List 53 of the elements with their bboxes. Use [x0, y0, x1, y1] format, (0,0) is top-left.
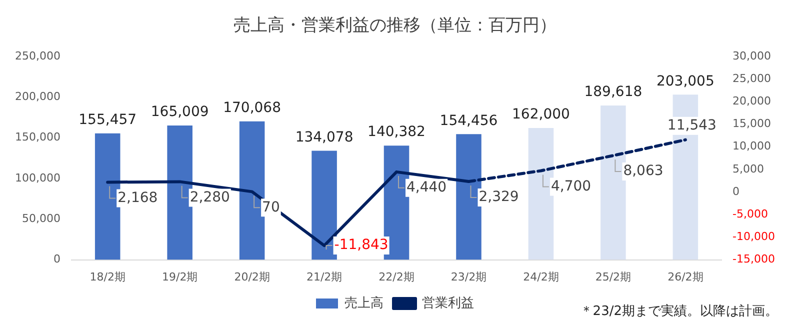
- y2-tick-label: 15,000: [732, 117, 772, 130]
- x-tick-label: 22/2期: [378, 270, 414, 284]
- chart-title: 売上高・営業利益の推移（単位：百万円）: [234, 16, 556, 36]
- x-tick-label: 19/2期: [162, 270, 198, 284]
- y2-tick-label: 5,000: [732, 162, 764, 176]
- data-label: 162,000: [512, 106, 570, 123]
- x-tick-label: 18/2期: [90, 270, 126, 284]
- y-tick-label: 100,000: [14, 171, 60, 184]
- y-tick-label: 200,000: [14, 90, 60, 103]
- data-label: 165,009: [150, 104, 209, 120]
- y2-tick-label: 0: [732, 184, 740, 198]
- data-label: 155,457: [78, 112, 137, 128]
- data-label: 203,005: [656, 73, 714, 90]
- x-tick-label: 26/2期: [668, 270, 704, 284]
- data-label: -11,843: [334, 237, 388, 254]
- y2-tick-label: 20,000: [732, 94, 772, 108]
- y-tick-label: 150,000: [14, 130, 60, 144]
- data-label: 189,618: [584, 84, 642, 100]
- legend-label: 売上高: [344, 294, 384, 311]
- data-label: 4,440: [406, 180, 447, 196]
- y-tick-label: 250,000: [14, 49, 60, 62]
- y2-tick-label: -15,000: [732, 252, 776, 266]
- x-tick-label: 21/2期: [306, 270, 342, 284]
- y2-tick-label: 10,000: [732, 140, 772, 153]
- x-tick-label: 23/2期: [450, 270, 487, 284]
- data-label: 2,280: [190, 189, 230, 206]
- data-label: 4,700: [550, 178, 592, 194]
- text: ＊23/2期まで実績。以降は計画。: [580, 302, 778, 319]
- y2-tick-label: 30,000: [732, 49, 772, 62]
- data-label: 140,382: [368, 124, 426, 140]
- bar: [456, 134, 482, 260]
- bar: [239, 121, 265, 260]
- data-label: 11,543: [667, 117, 716, 134]
- y-tick-label: 50,000: [22, 212, 60, 225]
- y-tick-label: 0: [53, 252, 60, 266]
- data-label: 2,168: [118, 190, 158, 206]
- data-label: 8,063: [623, 163, 664, 180]
- x-tick-label: 20/2期: [234, 270, 270, 284]
- y2-tick-label: 25,000: [732, 72, 772, 85]
- y2-tick-label: -5,000: [732, 207, 768, 220]
- y2-tick-label: -10,000: [732, 230, 776, 244]
- bar: [94, 133, 120, 260]
- data-label: 70: [262, 199, 280, 216]
- data-label: 2,329: [478, 189, 519, 206]
- x-tick-label: 25/2期: [595, 270, 632, 284]
- data-label: 170,068: [223, 100, 282, 116]
- data-label: 134,078: [295, 129, 354, 146]
- data-label: 154,456: [440, 112, 498, 129]
- bar: [312, 150, 337, 260]
- bar: [167, 126, 192, 260]
- bar: [600, 106, 626, 260]
- legend-label: 営業利益: [422, 296, 474, 311]
- x-tick-label: 24/2期: [523, 270, 559, 284]
